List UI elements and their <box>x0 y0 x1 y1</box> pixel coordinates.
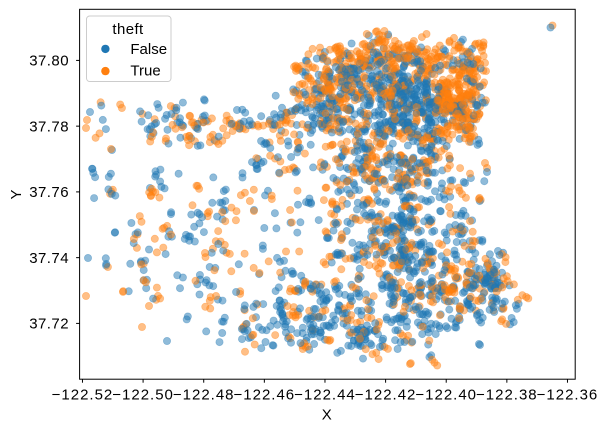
svg-text:−122.48: −122.48 <box>173 386 235 403</box>
svg-text:−122.40: −122.40 <box>415 386 477 403</box>
svg-text:−122.36: −122.36 <box>537 386 599 403</box>
svg-text:−122.52: −122.52 <box>52 386 114 403</box>
svg-text:Y: Y <box>8 189 25 199</box>
svg-text:True: True <box>130 63 160 80</box>
svg-text:37.72: 37.72 <box>29 316 69 333</box>
svg-text:False: False <box>130 41 167 58</box>
svg-text:37.76: 37.76 <box>29 184 69 201</box>
svg-text:−122.42: −122.42 <box>355 386 417 403</box>
svg-text:−122.46: −122.46 <box>234 386 296 403</box>
svg-text:−122.38: −122.38 <box>476 386 538 403</box>
svg-text:−122.50: −122.50 <box>112 386 174 403</box>
svg-text:X: X <box>322 406 332 423</box>
svg-text:−122.44: −122.44 <box>294 386 356 403</box>
svg-text:37.78: 37.78 <box>29 118 69 135</box>
svg-text:37.80: 37.80 <box>29 53 69 70</box>
svg-text:theft: theft <box>112 21 144 38</box>
svg-text:37.74: 37.74 <box>29 250 69 267</box>
